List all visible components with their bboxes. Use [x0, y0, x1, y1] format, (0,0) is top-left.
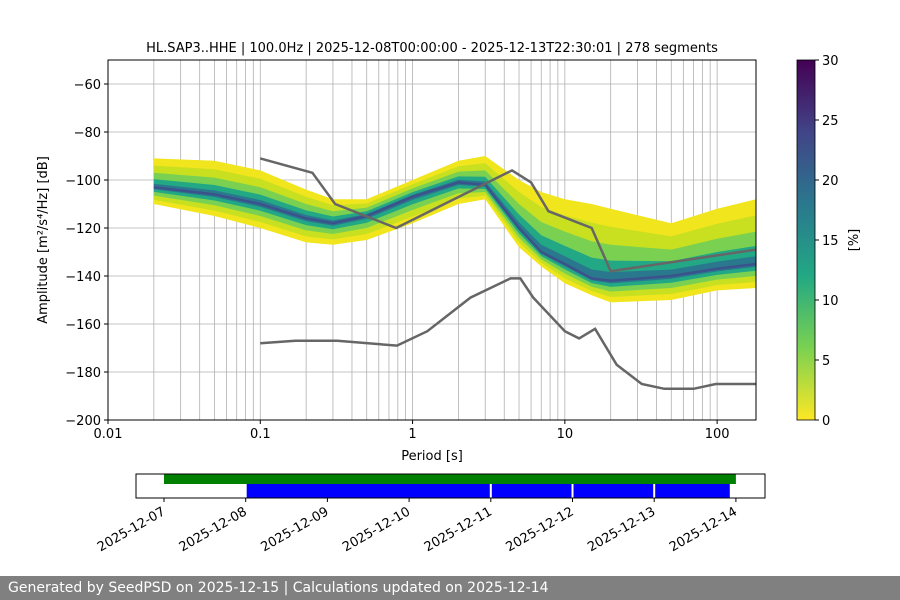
data-availability-bar: [164, 474, 736, 484]
x-tick-label: 100: [705, 427, 730, 442]
psd-segment-bar: [246, 484, 490, 498]
footer-text: Generated by SeedPSD on 2025-12-15 | Cal…: [0, 576, 900, 600]
y-tick-label: −140: [65, 270, 101, 285]
timeline-tick-label: 2025-12-13: [585, 504, 658, 555]
y-tick-label: −80: [74, 126, 101, 141]
y-ticks: −200 −180 −160 −140 −120 −100 −80 −60: [65, 78, 108, 429]
y-axis-label: Amplitude [m²/s⁴/Hz] [dB]: [36, 156, 51, 324]
x-ticks: 0.01 0.1 1 10 100: [94, 420, 730, 442]
x-axis-label: Period [s]: [401, 449, 463, 464]
colorbar-tick-label: 15: [822, 234, 839, 249]
psd-segment-bar: [573, 484, 654, 498]
timeline-tick-label: 2025-12-08: [177, 504, 250, 555]
psd-segment-bar: [655, 484, 730, 498]
y-tick-label: −160: [65, 318, 101, 333]
timeline-tick-label: 2025-12-14: [667, 504, 740, 555]
timeline-tick-label: 2025-12-12: [504, 504, 577, 555]
x-tick-label: 10: [557, 427, 574, 442]
noise-models: [259, 157, 756, 391]
y-tick-label: −120: [65, 222, 101, 237]
timeline-tick-label: 2025-12-09: [258, 504, 331, 555]
colorbar-tick-label: 30: [822, 54, 839, 69]
timeline-frame: [135, 473, 766, 499]
timeline-tick-label: 2025-12-07: [95, 504, 168, 555]
colorbar-tick-label: 0: [822, 414, 830, 429]
y-tick-label: −200: [65, 414, 101, 429]
psd-distribution: [153, 156, 756, 303]
x-tick-label: 0.01: [94, 427, 123, 442]
timeline-tick-label: 2025-12-10: [340, 504, 413, 555]
colorbar-tick-label: 25: [822, 114, 839, 129]
noise-model-low: [260, 277, 756, 391]
colorbar-ticks: 0 5 10 15 20 25 30: [815, 54, 839, 429]
y-tick-label: −100: [65, 174, 101, 189]
x-tick-label: 1: [408, 427, 416, 442]
psd-band-4: [153, 176, 756, 287]
timeline-tick-label: 2025-12-11: [422, 504, 495, 555]
x-tick-label: 0.1: [250, 427, 271, 442]
colorbar-label: [%]: [847, 229, 862, 252]
colorbar-tick-label: 10: [822, 294, 839, 309]
y-tick-label: −60: [74, 78, 101, 93]
colorbar: [796, 59, 816, 421]
ppsd-chart: HL.SAP3..HHE | 100.0Hz | 2025-12-08T00:0…: [36, 41, 862, 555]
timeline-panel: 2025-12-07 2025-12-08 2025-12-09 2025-12-10…: [95, 473, 766, 555]
colorbar-tick-label: 5: [822, 354, 830, 369]
colorbar-tick-label: 20: [822, 174, 839, 189]
y-tick-label: −180: [65, 366, 101, 381]
plot-frame: [107, 59, 757, 421]
psd-segment-bar: [491, 484, 572, 498]
noise-model-high: [259, 157, 756, 273]
chart-title: HL.SAP3..HHE | 100.0Hz | 2025-12-08T00:0…: [146, 41, 718, 56]
